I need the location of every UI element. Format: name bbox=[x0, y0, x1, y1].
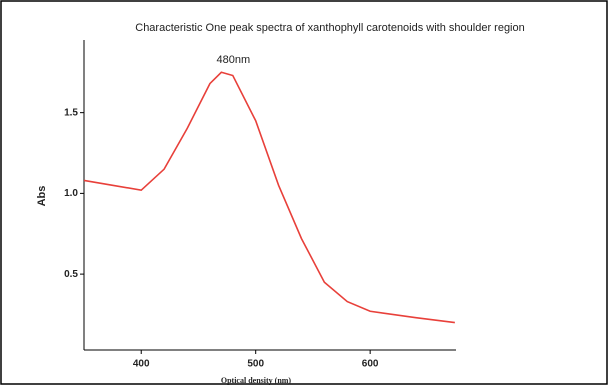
peak-annotation: 480nm bbox=[217, 54, 251, 66]
y-tick-label: 1.5 bbox=[64, 107, 78, 118]
y-tick-label: 1.0 bbox=[64, 188, 78, 199]
chart-title: Characteristic One peak spectra of xanth… bbox=[135, 22, 525, 34]
x-tick-label: 600 bbox=[362, 359, 379, 370]
x-tick-label: 400 bbox=[133, 359, 150, 370]
data-line bbox=[83, 71, 455, 324]
x-tick-label: 500 bbox=[247, 359, 264, 370]
y-axis-label: Abs bbox=[36, 186, 48, 207]
y-tick-label: 0.5 bbox=[64, 269, 78, 280]
x-axis-label: Optical density (nm) bbox=[221, 376, 292, 385]
